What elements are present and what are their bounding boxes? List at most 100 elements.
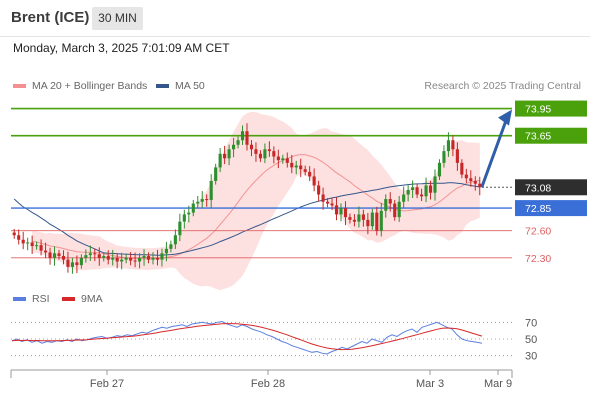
- interval-button[interactable]: 30 MIN: [92, 7, 143, 30]
- rsi-swatch: [13, 297, 26, 301]
- candle-body: [406, 190, 410, 195]
- rsi-label: RSI: [32, 293, 50, 305]
- moving-averages: [13, 154, 480, 260]
- candle-body: [379, 210, 383, 231]
- candle-body: [397, 201, 401, 218]
- candle-body: [227, 149, 231, 159]
- candle-body: [473, 180, 477, 184]
- candle-body: [21, 239, 25, 244]
- candle-body: [124, 257, 128, 260]
- time-tick-label: Mar 3: [416, 378, 444, 390]
- candle-body: [200, 199, 204, 202]
- candle-body: [312, 176, 316, 186]
- candle-body: [276, 156, 280, 161]
- candle-body: [30, 242, 34, 247]
- legend-rsi: RSI: [13, 293, 50, 305]
- candle-body: [330, 203, 334, 206]
- candle-body: [370, 212, 374, 227]
- rsi-line: [11, 320, 483, 355]
- instrument-title: Brent (ICE): [11, 9, 90, 26]
- candle-body: [88, 253, 92, 256]
- candle-body: [308, 171, 312, 177]
- arrow-head: [498, 109, 512, 126]
- candle-body: [446, 140, 450, 152]
- support-label: 72.30: [525, 253, 551, 265]
- candle-body: [160, 253, 164, 260]
- candle-body: [102, 256, 106, 258]
- candle-body: [129, 257, 133, 261]
- candlesticks: [12, 123, 482, 274]
- candle-body: [343, 208, 348, 218]
- time-axis: Feb 27 Feb 28 Mar 3 Mar 9: [10, 369, 513, 390]
- candle-body: [249, 144, 254, 150]
- candle-body: [267, 149, 271, 152]
- candle-body: [35, 245, 39, 247]
- candle-body: [57, 253, 61, 257]
- candle-body: [97, 254, 101, 258]
- candle-body: [357, 214, 361, 222]
- bollinger-band: [32, 111, 480, 291]
- pivot-label-bg: [515, 200, 587, 217]
- candle-body: [151, 257, 155, 260]
- candle-body: [258, 153, 262, 159]
- candle-body: [428, 185, 433, 193]
- candle-body: [384, 199, 388, 211]
- candle-body: [317, 185, 321, 195]
- candle-body: [415, 187, 419, 195]
- candle-body: [299, 165, 303, 170]
- candle-body: [460, 162, 464, 175]
- candle-body: [133, 260, 137, 262]
- candle-body: [420, 194, 424, 197]
- candle-body: [187, 212, 191, 215]
- rsi-panel: 70 50 30: [11, 317, 537, 363]
- legend-ma9: 9MA: [62, 293, 103, 305]
- candle-body: [245, 131, 249, 145]
- candle-body: [52, 253, 57, 258]
- ma20-line: [32, 154, 480, 260]
- resistance-label: 73.95: [525, 104, 551, 116]
- candle-body: [393, 203, 397, 218]
- candle-body: [218, 153, 222, 168]
- ma9-swatch: [62, 297, 75, 301]
- current-price-label: 73.08: [525, 182, 551, 194]
- candle-body: [61, 256, 66, 260]
- candle-body: [424, 185, 428, 197]
- candle-body: [173, 235, 177, 245]
- candle-body: [66, 259, 70, 267]
- candle-body: [433, 176, 437, 193]
- candle-body: [272, 151, 276, 157]
- chart-header: Brent (ICE) 30 MIN: [0, 0, 590, 37]
- candle-body: [263, 149, 267, 159]
- candle-body: [281, 158, 285, 161]
- candle-body: [120, 259, 124, 262]
- candle-body: [84, 255, 88, 258]
- candle-body: [44, 250, 48, 253]
- rsi-tick-label: 30: [525, 351, 537, 363]
- current-price-label-bg: [515, 179, 587, 196]
- candle-body: [455, 149, 459, 163]
- candle-body: [339, 208, 343, 215]
- candle-body: [142, 256, 146, 258]
- candle-body: [303, 169, 307, 172]
- candle-body: [209, 180, 213, 200]
- candle-body: [79, 257, 83, 266]
- ma9-label: 9MA: [81, 293, 103, 305]
- candle-body: [437, 162, 442, 177]
- candle-body: [411, 187, 415, 190]
- candle-body: [402, 194, 406, 202]
- candle-body: [334, 205, 339, 215]
- candle-body: [93, 253, 97, 255]
- rsi-tick-label: 50: [525, 334, 537, 346]
- bollinger-band-area: [32, 111, 480, 291]
- rsi-ma-line: [11, 323, 483, 351]
- candle-body: [352, 219, 356, 222]
- time-tick-label: Mar 9: [484, 378, 512, 390]
- candle-body: [464, 174, 468, 179]
- ma50-line: [13, 182, 480, 256]
- candle-body: [115, 257, 119, 262]
- resistance-label-bg: [515, 100, 587, 117]
- time-tick-label: Feb 28: [251, 378, 285, 390]
- candle-body: [478, 183, 482, 188]
- candle-body: [294, 165, 298, 168]
- legend-bollinger: MA 20 + Bollinger Bands: [13, 80, 147, 92]
